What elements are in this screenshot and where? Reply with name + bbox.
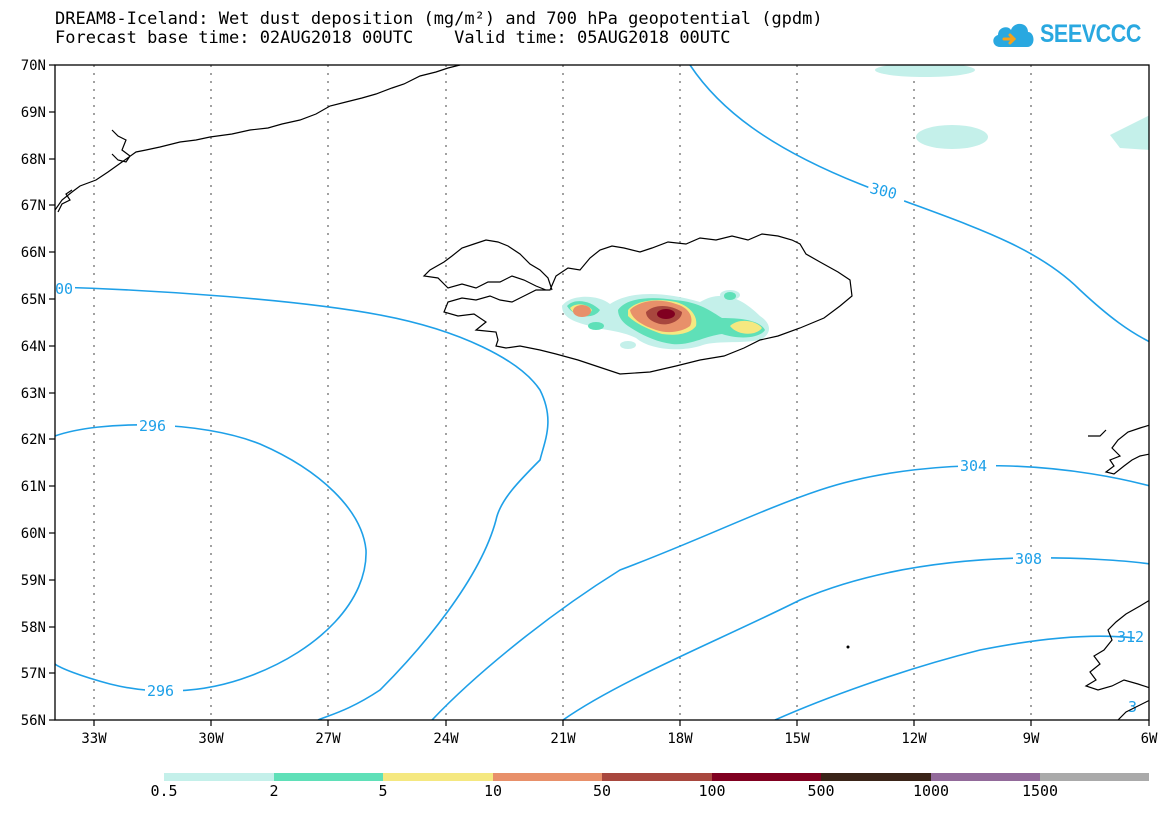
longitude-labels: 33W 30W 27W 24W 21W 18W 15W 12W 9W 6W <box>81 731 1158 747</box>
contour-labels: 300 00 296 296 304 308 312 3 <box>55 178 1144 716</box>
lat-tick-label: 68N <box>21 152 46 168</box>
lat-tick-label: 56N <box>21 713 46 729</box>
lat-tick-label: 69N <box>21 105 46 121</box>
coastlines <box>55 65 1149 720</box>
greenland-coast <box>55 65 461 213</box>
lat-tick-label: 66N <box>21 245 46 261</box>
legend-label: 1500 <box>1021 782 1059 800</box>
latitude-labels: 70N 69N 68N 67N 66N 65N 64N 63N 62N 61N … <box>21 58 46 729</box>
island-dot <box>846 645 850 649</box>
graticule <box>93 65 1032 720</box>
lat-tick-label: 62N <box>21 432 46 448</box>
legend-swatch <box>274 773 383 781</box>
legend-swatch <box>712 773 821 781</box>
lat-tick-label: 70N <box>21 58 46 74</box>
contour-label: 3 <box>1128 698 1137 716</box>
legend-swatch <box>602 773 712 781</box>
legend-label: 5 <box>378 782 388 800</box>
map-subtitle-times: Forecast base time: 02AUG2018 00UTC Vali… <box>55 28 731 48</box>
legend-swatch <box>1040 773 1149 781</box>
legend-swatch <box>931 773 1040 781</box>
legend-label: 0.5 <box>150 782 178 800</box>
lon-tick-label: 30W <box>198 731 224 747</box>
dust-deposition-field <box>562 65 1149 350</box>
lon-tick-label: 15W <box>784 731 810 747</box>
legend-swatch <box>821 773 931 781</box>
lon-tick-label: 27W <box>315 731 341 747</box>
contour-label: 304 <box>960 457 987 475</box>
seevccc-logo: SEEVCCC <box>990 14 1157 54</box>
lon-tick-label: 6W <box>1141 731 1158 747</box>
legend-label: 10 <box>483 782 503 800</box>
contour-label: 308 <box>1015 550 1042 568</box>
lat-tick-label: 64N <box>21 339 46 355</box>
legend-swatch <box>383 773 493 781</box>
lon-tick-label: 12W <box>901 731 927 747</box>
lat-tick-label: 57N <box>21 666 46 682</box>
contour-label: 312 <box>1117 628 1144 646</box>
lat-tick-label: 59N <box>21 573 46 589</box>
contour-label: 296 <box>139 417 166 435</box>
axis-ticks <box>49 64 1150 726</box>
legend-label: 50 <box>592 782 612 800</box>
geopotential-contours <box>55 65 1149 720</box>
lat-tick-label: 67N <box>21 198 46 214</box>
cloud-icon <box>993 23 1034 47</box>
plot-frame <box>54 64 1150 721</box>
legend-label: 1000 <box>912 782 950 800</box>
contour-label: 00 <box>55 280 73 298</box>
lat-tick-label: 58N <box>21 620 46 636</box>
lon-tick-label: 21W <box>550 731 576 747</box>
legend-swatch <box>164 773 274 781</box>
lon-tick-label: 9W <box>1023 731 1040 747</box>
lon-tick-label: 33W <box>81 731 107 747</box>
lat-tick-label: 60N <box>21 526 46 542</box>
logo-text: SEEVCCC <box>1040 19 1141 48</box>
scotland-coast <box>1084 424 1149 720</box>
map-title: DREAM8-Iceland: Wet dust deposition (mg/… <box>55 9 823 29</box>
legend-label: 2 <box>269 782 279 800</box>
legend-colorbar <box>164 773 1149 781</box>
legend-label: 100 <box>698 782 726 800</box>
contour-label: 300 <box>868 179 899 203</box>
lat-tick-label: 65N <box>21 292 46 308</box>
lat-tick-label: 63N <box>21 386 46 402</box>
iceland-coast <box>422 233 853 375</box>
lon-tick-label: 18W <box>667 731 693 747</box>
contour-label: 296 <box>147 682 174 700</box>
legend-swatch <box>493 773 602 781</box>
legend-label: 500 <box>807 782 835 800</box>
lon-tick-label: 24W <box>433 731 459 747</box>
lat-tick-label: 61N <box>21 479 46 495</box>
